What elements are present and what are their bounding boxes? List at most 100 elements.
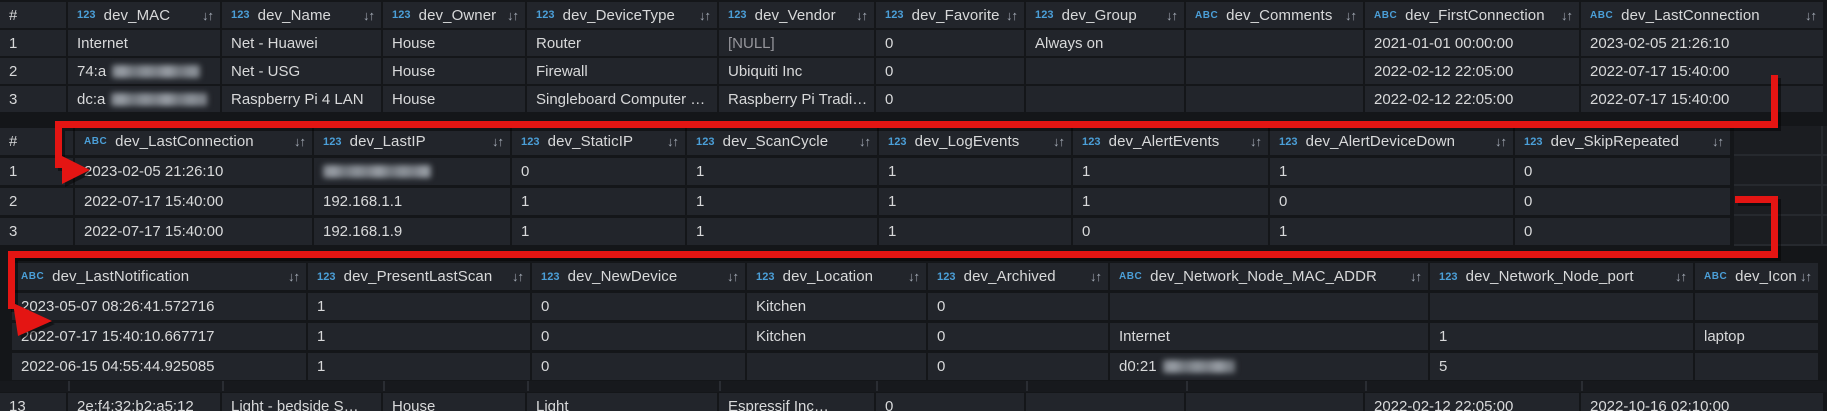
table-cell: 2022-07-17 15:40:00	[1581, 58, 1823, 84]
table-cell: 0	[532, 353, 745, 380]
column-header-dev_Comments[interactable]: ABC dev_Comments ↓↑	[1186, 2, 1363, 28]
table-cell: 1	[0, 158, 73, 185]
sort-icon[interactable]: ↓↑	[512, 269, 524, 284]
column-header-dev_LastConnection[interactable]: ABC dev_LastConnection ↓↑	[75, 128, 312, 155]
sort-icon[interactable]: ↓↑	[1805, 7, 1817, 23]
cell-text: 2023-02-05 21:26:10	[1590, 34, 1730, 52]
column-header-dev_Archived[interactable]: 123 dev_Archived ↓↑	[928, 263, 1108, 290]
field-type-badge: 123	[1524, 135, 1543, 148]
cell-text: 2022-02-12 22:05:00	[1374, 90, 1514, 108]
redacted-blur	[112, 64, 201, 78]
column-header-dev_LastConnection[interactable]: ABC dev_LastConnection ↓↑	[1581, 2, 1823, 28]
column-header-dev_Icon[interactable]: ABC dev_Icon ↓↑	[1695, 263, 1818, 290]
column-header-dev_MAC[interactable]: 123 dev_MAC ↓↑	[68, 2, 220, 28]
table-cell: 2e:f4:32:b2:a5:12	[68, 393, 220, 411]
table-cell: 1	[879, 158, 1071, 185]
column-header-dev_Network_Node_MAC_ADDR[interactable]: ABC dev_Network_Node_MAC_ADDR ↓↑	[1110, 263, 1428, 290]
column-header-dev_Name[interactable]: 123 dev_Name ↓↑	[222, 2, 381, 28]
table-cell: 2021-01-01 00:00:00	[1365, 30, 1579, 56]
column-header-dev_Network_Node_port[interactable]: 123 dev_Network_Node_port ↓↑	[1430, 263, 1693, 290]
sort-icon[interactable]: ↓↑	[1712, 134, 1724, 149]
sort-icon[interactable]: ↓↑	[699, 7, 711, 23]
table-cell: Raspberry Pi Tradi…	[719, 86, 874, 112]
table-cell: laptop	[1695, 323, 1818, 350]
cell-text: 192.168.1.9	[323, 223, 403, 240]
column-header-dev_LastNotification[interactable]: ABC dev_LastNotification ↓↑	[12, 263, 306, 290]
table-cell	[1695, 353, 1818, 380]
sort-icon[interactable]: ↓↑	[859, 134, 871, 149]
sort-icon[interactable]: ↓↑	[1166, 7, 1178, 23]
sort-icon[interactable]: ↓↑	[492, 134, 504, 149]
table-cell	[1186, 58, 1363, 84]
column-header-dev_LastIP[interactable]: 123 dev_LastIP ↓↑	[314, 128, 510, 155]
column-header-dev_Favorite[interactable]: 123 dev_Favorite ↓↑	[876, 2, 1024, 28]
table-cell: 2	[0, 188, 73, 215]
column-header-dev_SkipRepeated[interactable]: 123 dev_SkipRepeated ↓↑	[1515, 128, 1730, 155]
cell-text: 1	[1439, 328, 1448, 345]
column-header-dev_ScanCycle[interactable]: 123 dev_ScanCycle ↓↑	[687, 128, 877, 155]
underlying-row-gap	[0, 381, 1827, 392]
column-header-dev_Location[interactable]: 123 dev_Location ↓↑	[747, 263, 926, 290]
cell-text: 1	[1279, 223, 1288, 240]
sort-icon[interactable]: ↓↑	[1675, 269, 1687, 284]
sort-icon[interactable]: ↓↑	[1006, 7, 1018, 23]
sort-icon[interactable]: ↓↑	[363, 7, 375, 23]
column-header-dev_StaticIP[interactable]: 123 dev_StaticIP ↓↑	[512, 128, 685, 155]
sort-icon[interactable]: ↓↑	[667, 134, 679, 149]
sort-icon[interactable]: ↓↑	[507, 7, 519, 23]
sort-icon[interactable]: ↓↑	[727, 269, 739, 284]
sort-icon[interactable]: ↓↑	[294, 134, 306, 149]
field-type-badge: ABC	[1704, 271, 1728, 282]
table-cell: 1	[0, 30, 66, 56]
table-cell: 0	[928, 353, 1108, 380]
sort-icon[interactable]: ↓↑	[1250, 134, 1262, 149]
field-type-badge: 123	[536, 9, 555, 21]
column-header-dev_AlertEvents[interactable]: 123 dev_AlertEvents ↓↑	[1073, 128, 1268, 155]
table-cell: Net - Huawei	[222, 30, 381, 56]
cell-text: 1	[1279, 163, 1288, 180]
table-cell: 2022-07-17 15:40:10.667717	[12, 323, 306, 350]
column-header-dev_LogEvents[interactable]: 123 dev_LogEvents ↓↑	[879, 128, 1071, 155]
sort-icon[interactable]: ↓↑	[1410, 269, 1422, 284]
cell-text: 1	[888, 163, 897, 180]
table-cell: d0:21	[1110, 353, 1428, 380]
cell-text: Firewall	[536, 62, 588, 80]
sort-icon[interactable]: ↓↑	[1090, 269, 1102, 284]
table-cell: 0	[876, 86, 1024, 112]
cell-text: Internet	[77, 34, 128, 52]
field-type-badge: ABC	[1590, 9, 1614, 21]
sort-icon[interactable]: ↓↑	[856, 7, 868, 23]
field-type-badge: 123	[728, 9, 747, 21]
column-header-dev_NewDevice[interactable]: 123 dev_NewDevice ↓↑	[532, 263, 745, 290]
sort-icon[interactable]: ↓↑	[1345, 7, 1357, 23]
table-devices-notification: ABC dev_LastNotification ↓↑ 123 dev_PresentL…	[12, 263, 1820, 380]
cell-text: House	[392, 62, 436, 80]
sort-icon[interactable]: ↓↑	[1495, 134, 1507, 149]
field-type-badge: 123	[231, 9, 250, 21]
table-cell: 0	[928, 293, 1108, 320]
cell-text: 0	[937, 328, 946, 345]
sort-icon[interactable]: ↓↑	[1053, 134, 1065, 149]
column-header-dev_FirstConnection[interactable]: ABC dev_FirstConnection ↓↑	[1365, 2, 1579, 28]
grid-tick	[1365, 381, 1367, 391]
sort-icon[interactable]: ↓↑	[908, 269, 920, 284]
column-header-dev_DeviceType[interactable]: 123 dev_DeviceType ↓↑	[527, 2, 717, 28]
column-header-label: dev_Vendor	[754, 6, 836, 24]
table-cell: 1	[687, 188, 877, 215]
column-header-dev_Group[interactable]: 123 dev_Group ↓↑	[1026, 2, 1184, 28]
table-cell: 1	[1270, 218, 1513, 245]
sort-icon[interactable]: ↓↑	[288, 269, 300, 284]
cell-text: 2023-02-05 21:26:10	[84, 163, 224, 180]
sort-icon[interactable]: ↓↑	[1561, 7, 1573, 23]
sort-icon[interactable]: ↓↑	[1800, 269, 1812, 284]
cell-text: 0	[521, 163, 530, 180]
cell-text: 2022-02-12 22:05:00	[1374, 398, 1514, 411]
table-cell: Internet	[68, 30, 220, 56]
field-type-badge: 123	[937, 270, 956, 283]
sort-icon[interactable]: ↓↑	[202, 7, 214, 23]
column-header-dev_AlertDeviceDown[interactable]: 123 dev_AlertDeviceDown ↓↑	[1270, 128, 1513, 155]
column-header-dev_Vendor[interactable]: 123 dev_Vendor ↓↑	[719, 2, 874, 28]
column-header-dev_Owner[interactable]: 123 dev_Owner ↓↑	[383, 2, 525, 28]
column-header-dev_PresentLastScan[interactable]: 123 dev_PresentLastScan ↓↑	[308, 263, 530, 290]
table-cell	[314, 158, 510, 185]
